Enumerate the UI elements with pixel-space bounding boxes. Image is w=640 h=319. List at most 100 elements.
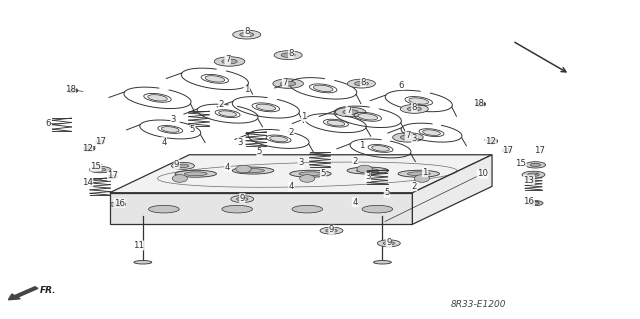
Text: 7: 7: [346, 106, 351, 115]
Text: 9: 9: [386, 238, 392, 247]
Ellipse shape: [299, 172, 322, 176]
Text: 1: 1: [244, 85, 250, 94]
Text: 6: 6: [45, 119, 51, 128]
Polygon shape: [412, 155, 492, 224]
Ellipse shape: [335, 107, 366, 117]
Text: 5: 5: [384, 188, 390, 197]
Ellipse shape: [409, 98, 429, 104]
Ellipse shape: [327, 120, 345, 126]
Text: 3: 3: [365, 172, 371, 182]
Text: 1: 1: [301, 112, 307, 121]
Ellipse shape: [172, 162, 195, 169]
Text: 2: 2: [352, 157, 358, 166]
Text: 3: 3: [171, 115, 176, 124]
Ellipse shape: [269, 136, 287, 142]
Ellipse shape: [522, 171, 545, 178]
Circle shape: [84, 145, 95, 151]
Ellipse shape: [232, 167, 274, 174]
Ellipse shape: [184, 172, 207, 176]
Text: 8: 8: [289, 49, 294, 58]
Ellipse shape: [114, 203, 122, 206]
Text: 13: 13: [524, 175, 534, 185]
Text: 4: 4: [225, 163, 230, 172]
Ellipse shape: [383, 241, 394, 245]
Circle shape: [108, 175, 117, 179]
Text: 8R33-E1200: 8R33-E1200: [451, 300, 506, 309]
Ellipse shape: [280, 81, 296, 86]
Ellipse shape: [528, 173, 540, 176]
Ellipse shape: [161, 127, 179, 132]
Ellipse shape: [400, 135, 415, 140]
Text: 4: 4: [352, 198, 358, 207]
Ellipse shape: [175, 170, 216, 177]
Ellipse shape: [407, 107, 421, 111]
Ellipse shape: [393, 133, 423, 142]
Ellipse shape: [528, 201, 543, 206]
Ellipse shape: [95, 168, 106, 171]
Circle shape: [357, 165, 372, 173]
Text: 4: 4: [289, 182, 294, 191]
Ellipse shape: [292, 205, 323, 213]
Ellipse shape: [314, 85, 333, 92]
Circle shape: [236, 165, 251, 173]
Ellipse shape: [110, 202, 125, 207]
Text: 17: 17: [95, 137, 106, 146]
Ellipse shape: [400, 105, 428, 113]
Ellipse shape: [281, 53, 295, 57]
Text: 18: 18: [472, 99, 484, 108]
Text: 3: 3: [237, 137, 243, 147]
Text: 10: 10: [477, 169, 488, 178]
Text: 2: 2: [289, 128, 294, 137]
Circle shape: [68, 88, 78, 93]
Ellipse shape: [408, 172, 430, 176]
Ellipse shape: [214, 57, 245, 66]
Ellipse shape: [356, 169, 379, 173]
Ellipse shape: [256, 104, 276, 110]
Text: 9: 9: [329, 225, 334, 234]
Text: 7: 7: [225, 56, 230, 64]
Ellipse shape: [343, 110, 358, 115]
Text: 18: 18: [65, 85, 76, 94]
Ellipse shape: [134, 261, 152, 264]
Ellipse shape: [177, 164, 189, 167]
Text: 3: 3: [298, 158, 303, 167]
Ellipse shape: [242, 169, 264, 173]
Text: 5: 5: [190, 125, 195, 134]
Ellipse shape: [290, 170, 331, 177]
Text: 15: 15: [515, 159, 526, 168]
Ellipse shape: [422, 130, 440, 136]
Polygon shape: [109, 193, 412, 224]
Ellipse shape: [532, 202, 540, 204]
Text: 17: 17: [502, 146, 513, 155]
Ellipse shape: [525, 162, 545, 168]
Text: 7: 7: [405, 131, 411, 140]
Ellipse shape: [205, 76, 225, 82]
Text: 1: 1: [358, 141, 364, 150]
Text: 12: 12: [82, 144, 93, 153]
Text: 3: 3: [412, 134, 417, 144]
Text: 14: 14: [82, 178, 93, 187]
Text: 1: 1: [422, 168, 428, 177]
Circle shape: [476, 102, 486, 107]
Ellipse shape: [148, 205, 179, 213]
Ellipse shape: [148, 95, 167, 101]
Circle shape: [502, 148, 511, 153]
Text: 15: 15: [90, 162, 101, 171]
Text: 16: 16: [114, 199, 125, 208]
Text: 5: 5: [257, 147, 262, 156]
Circle shape: [96, 140, 104, 144]
Ellipse shape: [222, 59, 237, 64]
Text: 2: 2: [218, 100, 224, 109]
Text: 8: 8: [412, 103, 417, 112]
Ellipse shape: [531, 163, 540, 167]
Ellipse shape: [372, 145, 389, 151]
Ellipse shape: [90, 167, 111, 173]
Circle shape: [486, 138, 498, 144]
Ellipse shape: [347, 167, 388, 174]
Text: 5: 5: [321, 169, 326, 178]
Text: 17: 17: [534, 146, 545, 155]
Text: 8: 8: [360, 78, 366, 86]
Text: 6: 6: [399, 81, 404, 90]
Ellipse shape: [237, 197, 248, 201]
Ellipse shape: [233, 30, 260, 39]
